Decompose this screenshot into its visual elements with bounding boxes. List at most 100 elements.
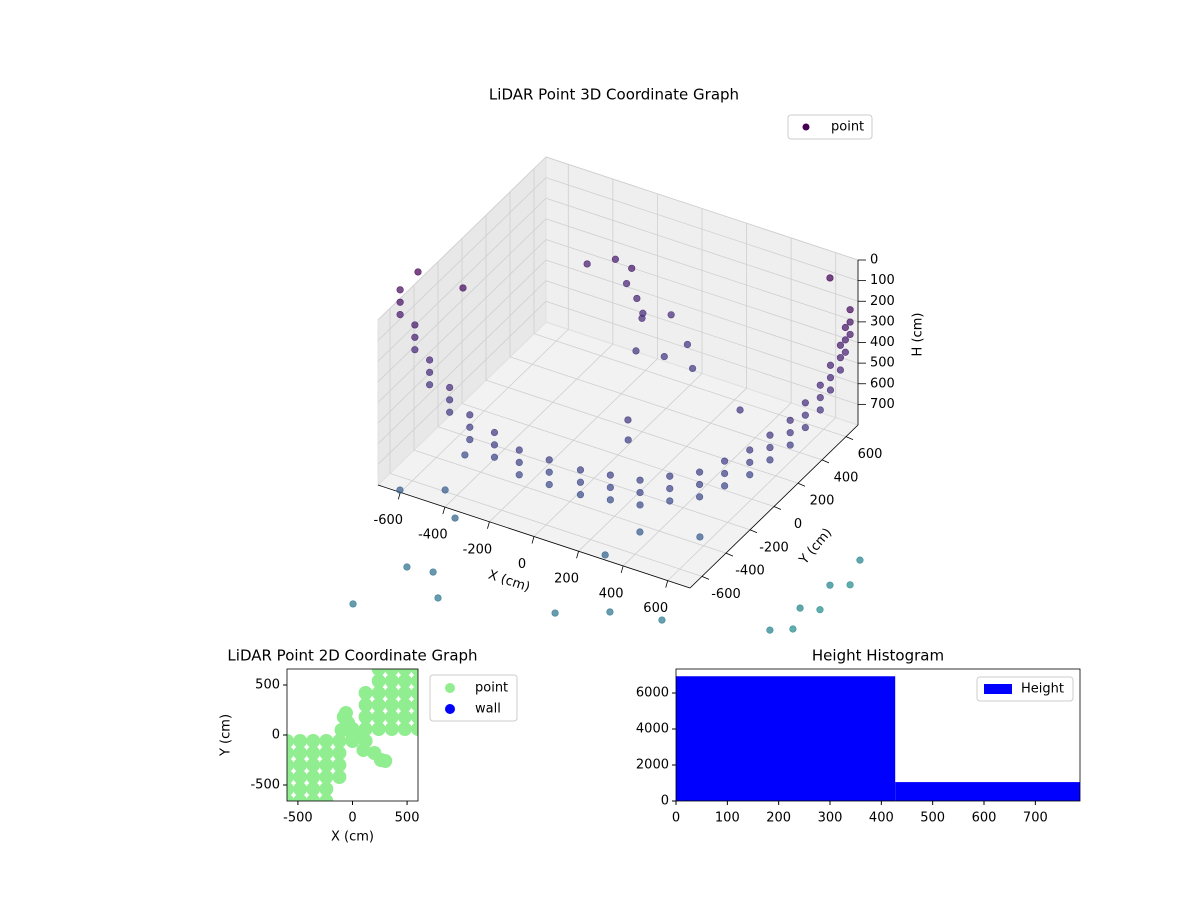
point <box>721 469 729 478</box>
point <box>403 563 411 571</box>
point <box>515 458 523 467</box>
grid-line <box>377 156 547 321</box>
point <box>636 476 644 484</box>
tick-mark <box>665 580 669 588</box>
chart-title: LiDAR Point 2D Coordinate Graph <box>227 647 477 665</box>
point <box>356 743 371 757</box>
point <box>766 431 774 439</box>
point <box>411 346 419 354</box>
point <box>846 581 854 589</box>
point <box>426 381 434 389</box>
point <box>397 674 412 688</box>
point <box>688 364 697 373</box>
grid-line <box>545 177 859 282</box>
grid-line <box>437 426 751 531</box>
y-tick-label: 200 <box>810 494 835 509</box>
point <box>836 354 845 362</box>
point <box>293 782 308 796</box>
z-tick-label: 400 <box>870 335 895 350</box>
point <box>766 443 774 452</box>
point <box>660 352 668 361</box>
point <box>632 347 640 355</box>
point <box>396 298 404 306</box>
grid-line <box>545 218 859 323</box>
z-tick-label: 700 <box>870 397 895 412</box>
grid-line <box>377 218 547 383</box>
x-axis-label: X (cm) <box>331 830 374 845</box>
point <box>545 456 553 464</box>
point <box>796 604 804 612</box>
grid-line <box>413 449 727 554</box>
point <box>287 734 294 748</box>
points-3d <box>349 255 864 634</box>
point <box>746 471 754 479</box>
tick-mark <box>845 436 854 441</box>
point <box>666 484 674 493</box>
point <box>551 609 559 617</box>
point <box>306 794 321 801</box>
point <box>766 456 774 464</box>
z-tick-label: 300 <box>870 314 895 329</box>
point <box>411 674 418 688</box>
point <box>371 686 386 700</box>
point <box>490 441 499 449</box>
point <box>441 486 449 494</box>
point <box>721 482 729 490</box>
point <box>836 366 845 374</box>
tick-mark <box>725 552 734 557</box>
x-tick-label: -500 <box>283 811 313 826</box>
chart-title: LiDAR Point 3D Coordinate Graph <box>489 86 739 104</box>
bar <box>676 676 896 801</box>
point <box>293 770 308 784</box>
point <box>545 468 553 476</box>
point <box>696 533 704 541</box>
point <box>319 794 334 801</box>
grid-line <box>377 280 547 445</box>
point <box>816 406 824 414</box>
point <box>606 471 614 479</box>
point <box>334 723 349 737</box>
point <box>606 608 614 616</box>
point <box>658 616 666 624</box>
bar <box>895 782 1080 801</box>
point <box>826 361 835 369</box>
point <box>319 734 334 748</box>
z-tick-label: 200 <box>870 294 895 309</box>
point <box>306 758 321 772</box>
x-tick-label: -400 <box>418 528 448 543</box>
y-tick-label: 500 <box>255 678 280 693</box>
point <box>766 626 774 634</box>
point <box>371 674 386 688</box>
grid-line <box>545 156 859 261</box>
point <box>293 734 308 748</box>
tick-mark <box>531 536 535 544</box>
grid-line <box>545 197 859 302</box>
grid-line <box>377 197 547 362</box>
legend-box <box>976 676 1074 702</box>
point <box>332 734 347 748</box>
point <box>636 501 644 509</box>
legend-marker <box>445 704 455 714</box>
point <box>411 686 418 700</box>
point <box>319 746 334 760</box>
point <box>358 698 373 712</box>
point <box>856 556 864 564</box>
point <box>287 782 294 796</box>
tick-mark <box>797 482 806 487</box>
point <box>636 488 644 497</box>
z-tick-label: 600 <box>870 376 895 391</box>
y-tick-label: 0 <box>272 728 280 743</box>
x-tick-label: 100 <box>715 811 740 826</box>
tick-mark <box>701 575 710 580</box>
point <box>666 472 674 480</box>
point <box>786 429 794 437</box>
chart-title: Height Histogram <box>812 647 944 665</box>
point <box>576 491 585 499</box>
point <box>446 396 454 404</box>
y-tick-label: -200 <box>759 540 789 555</box>
axes-frame <box>675 668 1081 802</box>
point <box>293 746 308 760</box>
point <box>624 436 632 444</box>
point <box>606 496 614 504</box>
